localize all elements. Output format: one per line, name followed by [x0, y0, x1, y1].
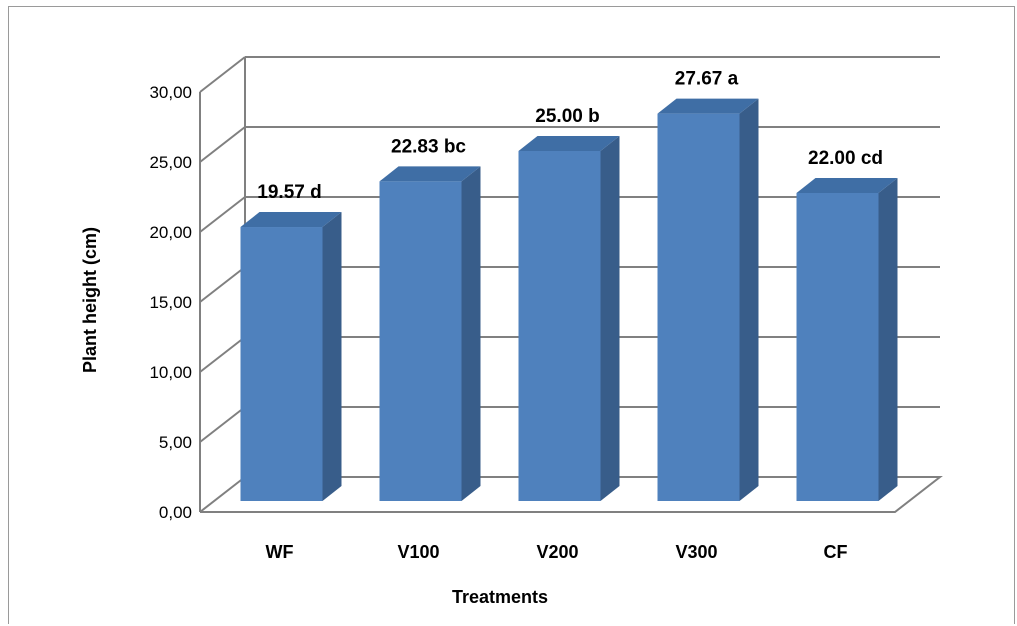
side-wall-gridline: [199, 266, 246, 303]
bar-side: [322, 212, 342, 501]
y-axis-title: Plant height (cm): [80, 227, 100, 373]
bar-top: [657, 98, 759, 114]
side-wall-gridline: [199, 126, 246, 163]
bar-top: [796, 178, 898, 193]
side-wall-gridline: [199, 196, 246, 233]
bar-v100: [379, 166, 481, 501]
bar-wf: [240, 212, 342, 501]
x-tick-label: V100: [397, 542, 439, 562]
bar-front: [796, 193, 879, 501]
y-tick-labels: 0,00 5,00 10,00 15,00 20,00 25,00 30,00: [149, 83, 192, 522]
x-tick-label: V300: [675, 542, 717, 562]
bar-front: [240, 227, 323, 501]
y-tick-label: 5,00: [159, 433, 192, 452]
side-wall-gridline: [199, 406, 246, 443]
bars: [240, 98, 898, 502]
bar-top: [240, 212, 342, 228]
x-axis-title: Treatments: [452, 587, 548, 607]
bar-side: [461, 166, 481, 501]
y-tick-label: 10,00: [149, 363, 192, 382]
data-label: 22.00 cd: [808, 148, 883, 169]
data-label: 19.57 d: [257, 182, 321, 203]
x-tick-label: V200: [536, 542, 578, 562]
bar-top: [518, 136, 620, 151]
data-label: 27.67 a: [675, 69, 739, 90]
bar-top: [379, 166, 481, 182]
y-tick-label: 0,00: [159, 503, 192, 522]
bar-cf: [796, 178, 898, 501]
data-label: 22.83 bc: [391, 136, 466, 157]
bar-side: [878, 178, 898, 501]
side-wall-gridline: [199, 56, 246, 93]
bar-v300: [657, 98, 759, 502]
bar-v200: [518, 136, 620, 501]
side-wall-gridline: [199, 476, 246, 513]
bar-front: [379, 181, 462, 501]
side-wall-gridline: [199, 336, 246, 373]
bar-front: [518, 151, 601, 501]
y-tick-label: 20,00: [149, 223, 192, 242]
bar-side: [600, 136, 620, 501]
data-label: 25.00 b: [535, 106, 599, 127]
x-tick-label: WF: [266, 542, 294, 562]
x-tick-labels: WF V100 V200 V300 CF: [266, 542, 848, 562]
y-tick-label: 30,00: [149, 83, 192, 102]
data-labels: 19.57 d 22.83 bc 25.00 b 27.67 a 22.00 cd: [257, 69, 883, 203]
bar-front: [657, 113, 740, 502]
y-tick-label: 15,00: [149, 293, 192, 312]
y-tick-label: 25,00: [149, 153, 192, 172]
bar-side: [739, 98, 759, 502]
x-tick-label: CF: [824, 542, 848, 562]
